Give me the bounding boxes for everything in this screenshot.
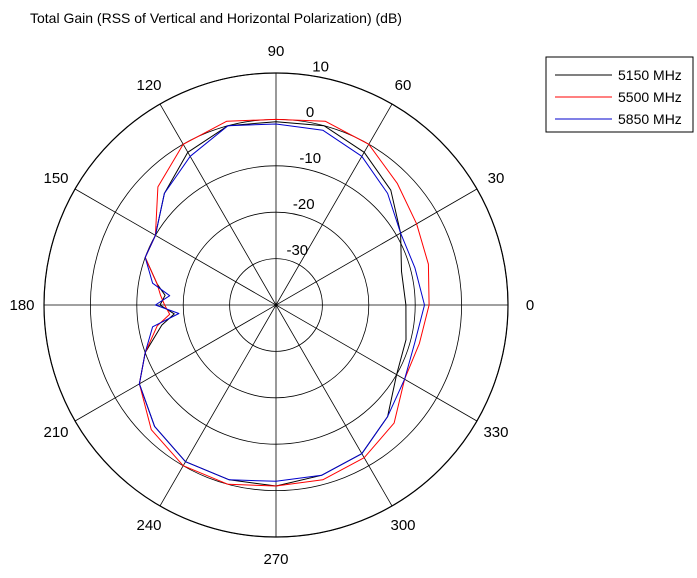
angle-tick-label: 270 [263, 551, 288, 568]
radial-tick-label: -10 [299, 150, 321, 167]
series-line-1 [138, 121, 407, 487]
angle-tick-label: 240 [136, 517, 161, 534]
angle-tick-label: 60 [395, 77, 412, 94]
angle-tick-label: 0 [526, 297, 534, 314]
chart-title: Total Gain (RSS of Vertical and Horizont… [30, 10, 402, 26]
legend-label-3: 5850 MHz [618, 111, 682, 127]
angle-tick-label: 210 [44, 424, 69, 441]
spoke-150 [74, 188, 478, 422]
tick-labels: 0 30 60 90 120 150 180 210 240 270 300 330 -30 -20 -10… [9, 43, 534, 568]
series-line-2 [138, 118, 430, 487]
radial-tick-label: 0 [306, 104, 314, 121]
angle-tick-label: 120 [136, 77, 161, 94]
angle-tick-label: 150 [44, 170, 69, 187]
radial-tick-label: -30 [286, 242, 308, 259]
angle-tick-label: 180 [9, 297, 34, 314]
angle-tick-label: 330 [483, 424, 508, 441]
radial-tick-label: -20 [293, 196, 315, 213]
series-line-3 [138, 123, 425, 482]
angle-tick-label: 300 [390, 517, 415, 534]
legend-label-2: 5500 MHz [618, 89, 682, 105]
series-lines [138, 118, 430, 487]
angle-tick-label: 30 [488, 170, 505, 187]
radial-tick-label: 10 [312, 58, 329, 75]
legend-label-1: 5150 MHz [618, 67, 682, 83]
legend: 5150 MHz 5500 MHz 5850 MHz [545, 56, 694, 133]
polar-grid [43, 72, 509, 538]
angle-tick-label: 90 [268, 43, 285, 60]
